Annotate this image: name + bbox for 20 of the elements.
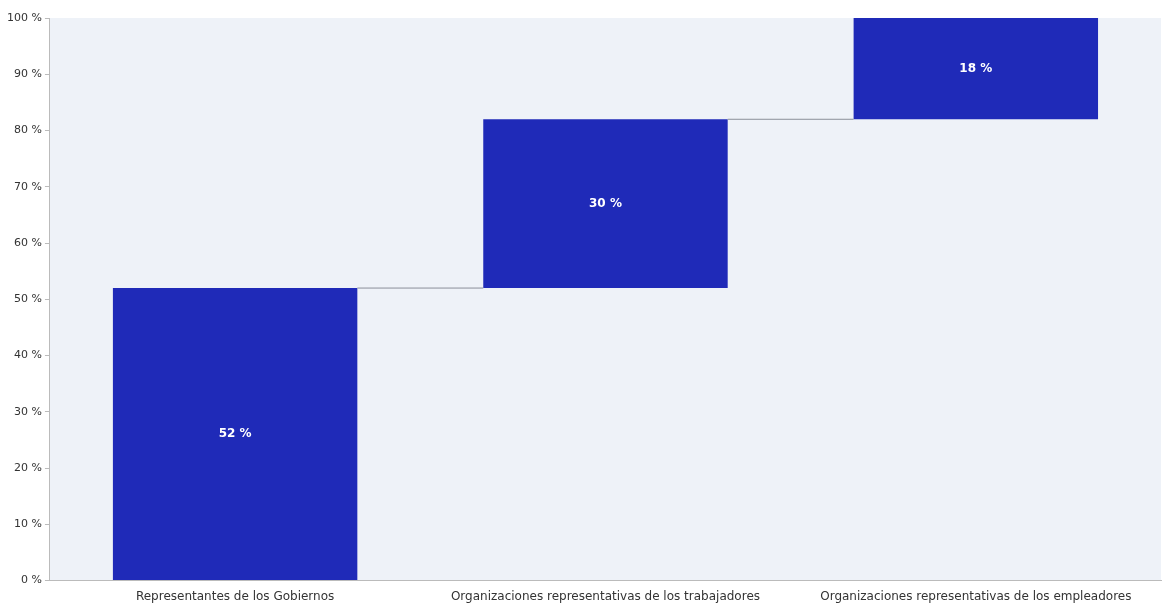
- y-tick-label: 30 %: [13, 404, 42, 418]
- x-tick-label: Organizaciones representativas de los empleadores: [820, 588, 1132, 603]
- bar: [112, 288, 358, 581]
- y-tick-label: 90 %: [13, 67, 42, 81]
- y-tick-label: 0 %: [20, 573, 42, 587]
- x-tick-label: Organizaciones representativas de los trabajadores: [450, 588, 761, 603]
- y-tick-label: 60 %: [13, 235, 42, 249]
- x-tick-label: Representantes de los Gobiernos: [135, 588, 335, 603]
- data-label: 52 %: [218, 426, 252, 441]
- y-tick-label: 50 %: [13, 292, 42, 306]
- y-tick-label: 20 %: [13, 460, 42, 474]
- y-tick-label: 80 %: [13, 123, 42, 137]
- y-tick-label: 100 %: [6, 10, 42, 24]
- data-label: 30 %: [589, 195, 622, 210]
- data-label: 18 %: [959, 60, 993, 75]
- bar: [853, 18, 1099, 120]
- y-tick-label: 70 %: [13, 179, 42, 193]
- bar: [483, 119, 728, 289]
- y-tick-label: 10 %: [13, 517, 42, 531]
- y-tick-label: 40 %: [13, 348, 42, 362]
